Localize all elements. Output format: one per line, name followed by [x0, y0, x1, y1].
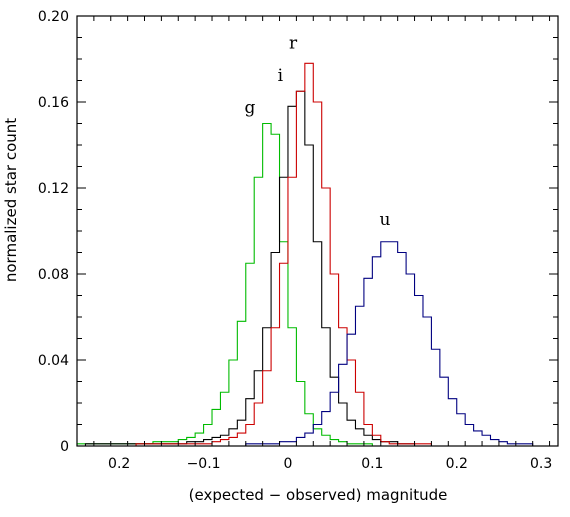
- series-layer: [76, 62, 550, 447]
- y-tick-label: 0.08: [38, 267, 69, 283]
- y-tick-label: 0.20: [38, 9, 69, 25]
- y-tick-label: 0.12: [38, 181, 69, 197]
- y-tick-label: 0: [60, 439, 69, 455]
- labels-layer: 0.2 −0.1 0 0.1 0.2 0.3 0 0.04 0.08 0.12 0.16 0.20 g i…: [38, 9, 552, 472]
- x-tick-label: 0.2: [108, 456, 130, 472]
- x-tick-label: 0: [284, 456, 293, 472]
- series-label-i: i: [278, 66, 284, 86]
- y-axis-title: normalized star count: [2, 118, 20, 282]
- plot-frame: [76, 15, 559, 447]
- x-tick-label: −0.1: [187, 456, 221, 472]
- series-label-g: g: [245, 98, 256, 118]
- x-axis-title: (expected − observed) magnitude: [189, 486, 448, 504]
- histogram-u-line: [228, 241, 550, 447]
- x-tick-label: 0.3: [530, 456, 552, 472]
- series-label-u: u: [380, 210, 391, 230]
- x-tick-label: 0.1: [361, 456, 383, 472]
- y-tick-label: 0.04: [38, 353, 69, 369]
- x-tick-label: 0.2: [446, 456, 468, 472]
- series-u: [228, 241, 550, 447]
- y-tick-label: 0.16: [38, 95, 69, 111]
- histogram-r-line: [135, 62, 432, 446]
- series-r: [135, 62, 432, 446]
- series-label-r: r: [289, 34, 298, 54]
